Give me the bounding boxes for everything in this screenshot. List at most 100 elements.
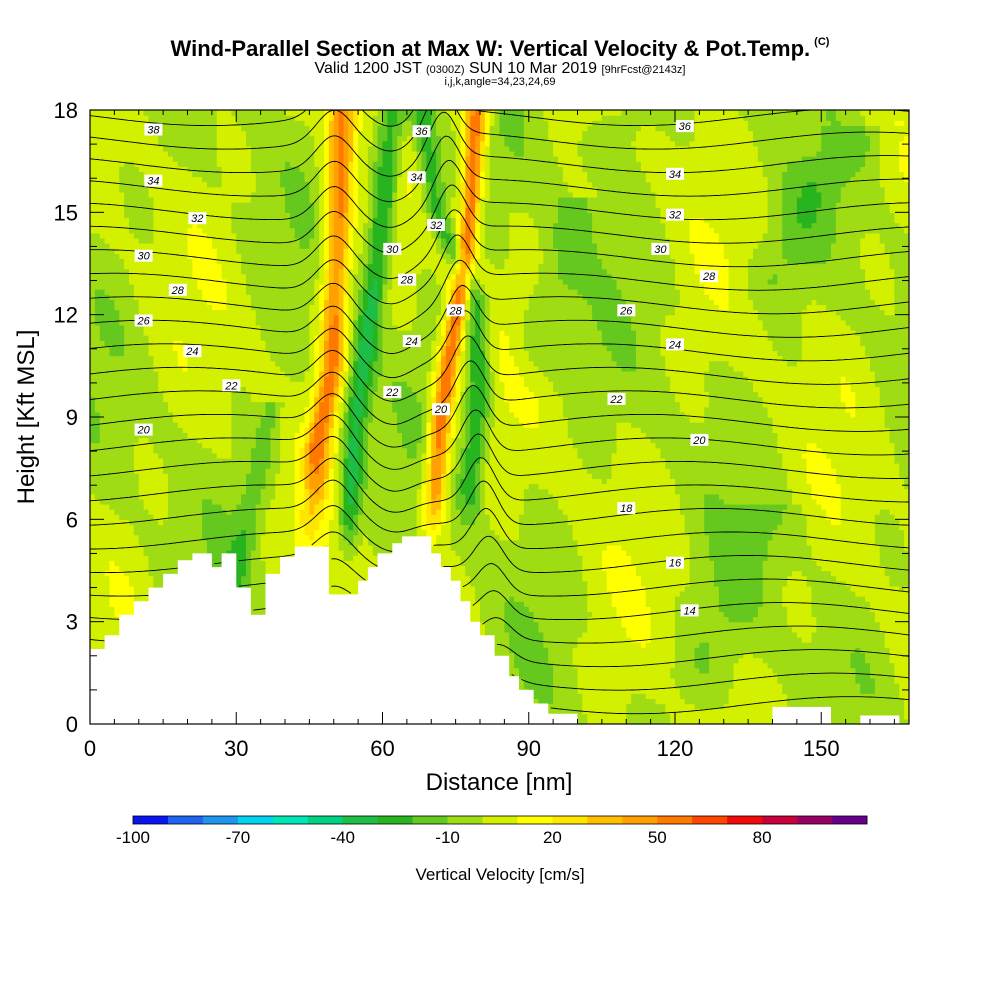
w-cell	[99, 237, 106, 244]
w-cell	[90, 478, 96, 485]
w-cell	[158, 411, 164, 418]
w-cell	[260, 590, 267, 597]
w-cell	[163, 427, 169, 433]
w-cell	[133, 447, 140, 454]
w-cell	[275, 463, 281, 469]
w-cell	[138, 309, 145, 316]
w-cell	[255, 539, 262, 546]
w-cell	[270, 278, 276, 285]
w-cell	[124, 483, 130, 490]
w-cell	[197, 207, 203, 213]
w-cell	[285, 437, 291, 444]
w-cell	[241, 309, 247, 316]
w-cell	[216, 248, 223, 254]
w-cell	[202, 534, 208, 541]
w-cell	[168, 212, 174, 219]
w-cell	[158, 406, 164, 413]
w-cell	[114, 580, 120, 587]
w-cell	[236, 534, 242, 541]
w-cell	[236, 514, 242, 520]
w-cell	[265, 191, 271, 198]
w-cell	[99, 304, 106, 311]
w-cell	[163, 432, 169, 439]
w-cell	[99, 110, 106, 116]
w-cell	[129, 278, 135, 285]
w-cell	[119, 606, 125, 613]
w-cell	[260, 181, 267, 188]
w-cell	[241, 406, 247, 413]
w-cell	[246, 207, 252, 213]
w-cell	[192, 550, 198, 556]
w-cell	[280, 294, 286, 300]
w-cell	[246, 422, 252, 428]
w-cell	[94, 478, 101, 485]
w-cell	[280, 289, 286, 295]
w-cell	[133, 396, 140, 403]
w-cell	[133, 560, 140, 566]
w-cell	[158, 386, 164, 393]
w-cell	[265, 544, 271, 551]
w-cell	[192, 273, 198, 280]
w-cell	[202, 166, 208, 172]
w-cell	[143, 273, 150, 280]
w-cell	[207, 529, 213, 536]
w-cell	[207, 468, 213, 474]
w-cell	[270, 232, 276, 239]
w-cell	[182, 304, 189, 311]
w-cell	[207, 135, 213, 142]
w-cell	[177, 263, 184, 270]
w-cell	[250, 248, 257, 254]
w-cell	[104, 575, 111, 582]
w-cell	[255, 483, 262, 490]
w-cell	[133, 524, 140, 531]
w-cell	[236, 289, 242, 295]
w-cell	[202, 493, 208, 500]
w-cell	[138, 150, 145, 157]
w-cell	[236, 115, 242, 121]
w-cell	[255, 345, 262, 352]
w-cell	[143, 539, 150, 546]
w-cell	[211, 401, 218, 408]
w-cell	[129, 483, 135, 490]
w-cell	[114, 447, 120, 454]
w-cell	[211, 273, 218, 280]
w-cell	[99, 417, 106, 423]
w-cell	[202, 355, 208, 362]
w-cell	[246, 140, 252, 147]
w-cell	[260, 488, 267, 495]
w-cell	[99, 268, 106, 275]
w-cell	[221, 268, 228, 275]
w-cell	[148, 401, 154, 408]
w-cell	[158, 509, 164, 515]
w-cell	[236, 283, 242, 290]
w-cell	[246, 473, 252, 479]
w-cell	[177, 529, 184, 536]
w-cell	[90, 386, 96, 393]
w-cell	[172, 401, 179, 408]
w-cell	[192, 524, 198, 531]
w-cell	[246, 222, 252, 229]
w-cell	[236, 253, 242, 259]
w-cell	[129, 376, 135, 382]
w-cell	[133, 457, 140, 464]
w-cell	[133, 268, 140, 275]
w-cell	[260, 596, 267, 602]
w-cell	[138, 350, 145, 357]
w-cell	[255, 196, 262, 203]
w-cell	[133, 355, 140, 362]
w-cell	[236, 529, 242, 536]
w-cell	[231, 314, 237, 321]
w-cell	[99, 125, 106, 132]
w-cell	[211, 442, 218, 449]
w-cell	[270, 509, 276, 515]
w-cell	[270, 161, 276, 167]
w-cell	[182, 396, 189, 403]
w-cell	[280, 237, 286, 244]
w-cell	[280, 386, 286, 393]
w-cell	[187, 289, 193, 295]
w-cell	[226, 294, 232, 300]
w-cell	[255, 596, 262, 602]
w-cell	[158, 493, 164, 500]
w-cell	[260, 289, 267, 295]
w-cell	[255, 350, 262, 357]
